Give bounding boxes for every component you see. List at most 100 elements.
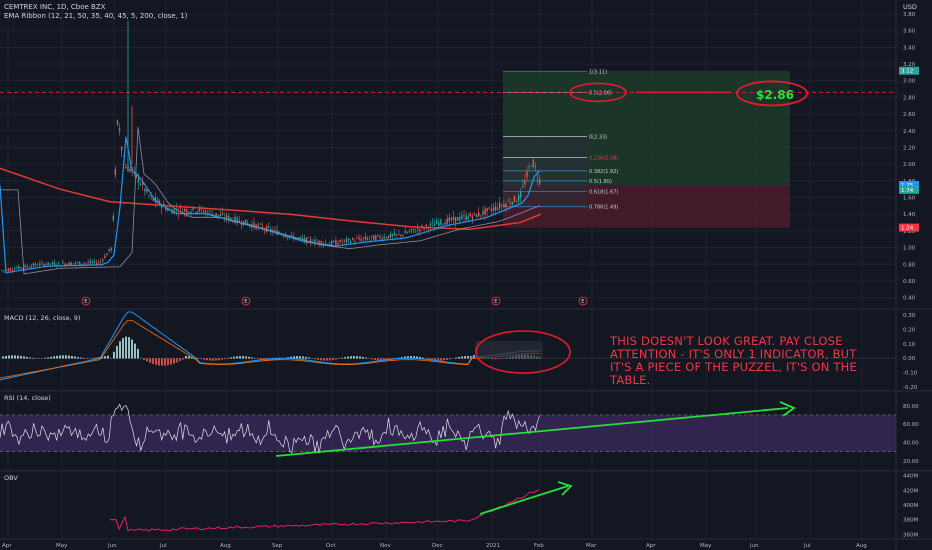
rsi-tick-label: 80.00 xyxy=(903,404,919,410)
candle-body xyxy=(444,222,446,225)
macd-bar xyxy=(383,358,385,361)
candle-body xyxy=(268,226,270,228)
macd-bar xyxy=(317,358,319,360)
macd-bar xyxy=(230,357,232,359)
candle-body xyxy=(68,262,70,265)
candle-body xyxy=(528,166,530,168)
macd-bar xyxy=(242,356,244,359)
macd-line xyxy=(0,311,541,381)
obv-arrow-head xyxy=(557,481,573,496)
candle-body xyxy=(383,236,385,239)
macd-bar xyxy=(290,356,292,359)
macd-tick-label: -0.10 xyxy=(903,371,918,377)
macd-bar xyxy=(410,356,412,359)
candle-body xyxy=(129,168,131,172)
candle-body xyxy=(310,239,312,242)
fib-level-label: 1(3.11) xyxy=(589,70,607,76)
candle-body xyxy=(446,218,448,225)
candle-body xyxy=(448,217,450,222)
candle-body xyxy=(488,207,490,209)
candle-body xyxy=(121,146,123,151)
rsi-tick-label: 40.00 xyxy=(903,440,919,446)
macd-bar xyxy=(197,358,199,359)
x-tick-label: Apr xyxy=(2,543,12,549)
candle-body xyxy=(3,270,5,271)
candle-body xyxy=(72,263,75,265)
macd-bar xyxy=(146,358,148,362)
ema-ribbon-label: EMA Ribbon (12, 21, 50, 35, 40, 45, 5, 2… xyxy=(4,12,188,20)
candle-body xyxy=(429,223,432,226)
macd-bar xyxy=(104,356,106,359)
candle-body xyxy=(442,223,444,225)
candle-body xyxy=(339,239,341,243)
macd-bar xyxy=(320,358,322,361)
macd-tick-label: 0.00 xyxy=(903,356,916,362)
macd-bar xyxy=(323,358,325,361)
candle-body xyxy=(41,262,43,264)
candle-body xyxy=(356,238,358,239)
macd-tick-label: 0.20 xyxy=(903,327,916,333)
candle-body xyxy=(301,238,303,240)
candle-body xyxy=(299,237,301,239)
candle-body xyxy=(305,237,308,243)
x-tick-label: Jul xyxy=(159,543,167,549)
candle-body xyxy=(230,217,232,220)
candle-body xyxy=(169,208,171,210)
rsi-title: RSI (14, close) xyxy=(4,394,51,402)
macd-bar xyxy=(449,358,451,360)
candle-body xyxy=(81,263,83,265)
price-tick-label: 2.80 xyxy=(903,95,916,101)
candle-body xyxy=(28,267,30,268)
macd-bar xyxy=(14,355,16,359)
macd-bar xyxy=(74,356,76,359)
fib-level-label: 0(2.33) xyxy=(589,135,607,141)
candle-body xyxy=(461,215,463,220)
candle-body xyxy=(511,202,513,205)
candle-body xyxy=(1,270,3,272)
price-label: 1.74 xyxy=(901,188,914,194)
candle-body xyxy=(160,205,163,209)
price-tick-label: 2.20 xyxy=(903,145,916,151)
macd-title: MACD (12, 26, close, 9) xyxy=(4,314,81,322)
macd-tick-label: 0.30 xyxy=(903,313,916,319)
candle-body xyxy=(377,234,379,236)
macd-bar xyxy=(56,355,58,359)
macd-bar xyxy=(350,356,352,359)
earnings-marker-label: E xyxy=(494,299,497,305)
candle-body xyxy=(352,238,354,240)
x-tick-label: Aug xyxy=(220,543,231,549)
candle-body xyxy=(79,261,81,265)
macd-bar xyxy=(326,358,328,361)
currency-label: USD xyxy=(903,3,917,11)
candle-body xyxy=(509,203,511,205)
candle-body xyxy=(215,212,217,216)
macd-bar xyxy=(464,356,466,359)
candle-body xyxy=(89,260,91,264)
candle-body xyxy=(501,204,503,206)
macd-bar xyxy=(305,356,307,359)
macd-bar xyxy=(380,358,382,361)
candle-body xyxy=(496,207,499,210)
candle-body xyxy=(261,226,264,229)
macd-bar xyxy=(26,356,28,359)
macd-bar xyxy=(224,358,226,360)
macd-bar xyxy=(107,355,109,359)
x-tick-label: Jul xyxy=(803,543,811,549)
candle-body xyxy=(303,237,306,241)
macd-bar xyxy=(62,355,64,359)
fib-highlight-ellipse xyxy=(569,82,627,103)
candle-body xyxy=(406,232,408,234)
candle-body xyxy=(217,214,219,216)
candle-body xyxy=(450,217,453,220)
macd-bar xyxy=(218,358,220,361)
candle-body xyxy=(404,231,406,234)
macd-bar xyxy=(29,357,31,359)
macd-bar xyxy=(113,351,115,359)
candle-body xyxy=(417,228,419,230)
macd-bar xyxy=(5,355,7,359)
x-tick-label: Apr xyxy=(646,543,656,549)
price-tick-label: 3.20 xyxy=(903,62,916,68)
candle-body xyxy=(234,216,236,224)
candle-body xyxy=(184,209,186,211)
